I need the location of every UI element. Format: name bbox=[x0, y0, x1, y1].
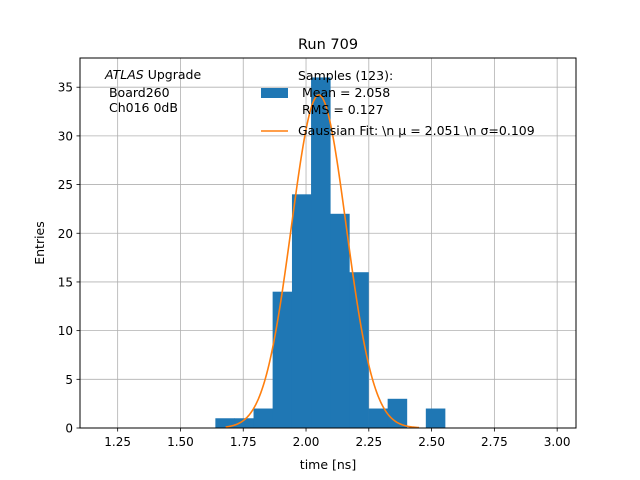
annotation-text: ATLAS Upgrade Board260 Ch016 0dB bbox=[104, 67, 201, 115]
histogram-bar bbox=[272, 291, 293, 428]
histogram-bar bbox=[425, 408, 446, 428]
histogram-bar bbox=[387, 398, 408, 428]
x-tick-label: 1.75 bbox=[230, 435, 257, 449]
x-tick-label: 2.75 bbox=[481, 435, 508, 449]
x-axis-ticks: 1.25 1.50 1.75 2.00 2.25 2.50 2.75 3.00 bbox=[104, 428, 571, 449]
chart-title: Run 709 bbox=[298, 37, 358, 53]
x-tick-label: 2.50 bbox=[418, 435, 445, 449]
y-tick-label: 5 bbox=[65, 373, 73, 387]
histogram-bar bbox=[234, 418, 254, 428]
y-tick-label: 30 bbox=[58, 129, 73, 143]
y-tick-label: 15 bbox=[58, 275, 73, 289]
x-tick-label: 1.50 bbox=[167, 435, 194, 449]
annotation-line-2: Board260 bbox=[105, 85, 170, 100]
histogram-bar bbox=[368, 408, 389, 428]
histogram-bar bbox=[215, 418, 235, 428]
x-tick-label: 2.00 bbox=[293, 435, 320, 449]
histogram-bar bbox=[291, 194, 312, 428]
x-axis-label: time [ns] bbox=[300, 457, 356, 472]
y-axis-ticks: 0 5 10 15 20 25 30 35 bbox=[58, 81, 80, 436]
x-tick-label: 2.25 bbox=[355, 435, 382, 449]
x-tick-label: 1.25 bbox=[104, 435, 131, 449]
legend-hist-swatch bbox=[261, 88, 288, 98]
legend-hist-line-1: Samples (123): bbox=[298, 68, 393, 83]
histogram-bar bbox=[349, 272, 369, 428]
legend-fit-label: Gaussian Fit: \n μ = 2.051 \n σ=0.109 bbox=[298, 123, 535, 138]
gaussian-fit-curve bbox=[225, 94, 420, 429]
legend-hist-line-3: RMS = 0.127 bbox=[298, 102, 384, 117]
y-tick-label: 0 bbox=[65, 422, 73, 436]
x-tick-label: 3.00 bbox=[544, 435, 571, 449]
annotation-line-3: Ch016 0dB bbox=[105, 100, 178, 115]
y-tick-label: 35 bbox=[58, 81, 73, 95]
histogram-bar bbox=[330, 213, 350, 428]
legend-hist-line-2: Mean = 2.058 bbox=[298, 85, 390, 100]
y-tick-label: 20 bbox=[58, 227, 73, 241]
histogram-bar bbox=[311, 77, 331, 428]
histogram-bar bbox=[253, 408, 274, 428]
legend: Samples (123): Mean = 2.058 RMS = 0.127 … bbox=[261, 68, 535, 138]
annotation-line-1: ATLAS Upgrade bbox=[104, 67, 201, 82]
y-axis-label: Entries bbox=[32, 221, 47, 265]
annotation-upgrade: Upgrade bbox=[144, 67, 202, 82]
plot-frame bbox=[79, 57, 577, 429]
y-tick-label: 10 bbox=[58, 324, 73, 338]
gaussian-fit bbox=[225, 94, 420, 429]
y-tick-label: 25 bbox=[58, 178, 73, 192]
annotation-atlas: ATLAS bbox=[104, 67, 144, 82]
